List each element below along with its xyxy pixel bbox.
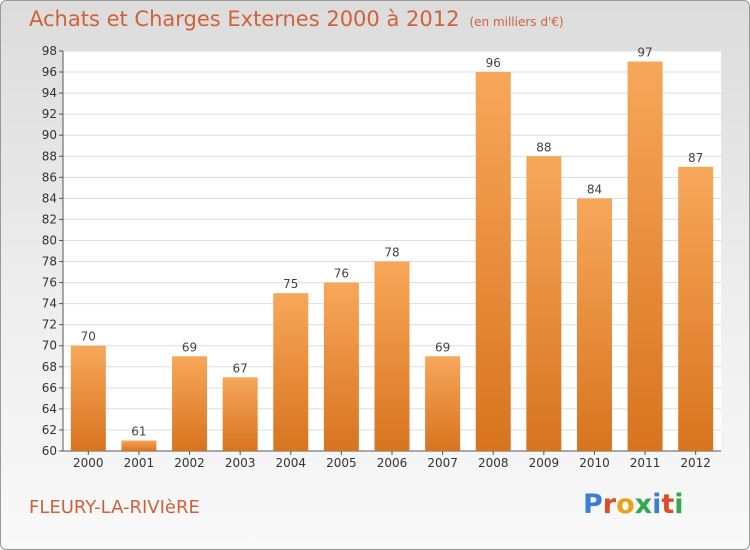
bar-2012: [678, 166, 714, 451]
y-tick-label: 80: [42, 233, 57, 247]
x-tick-label-2006: 2006: [377, 456, 408, 470]
value-label-2012: 87: [688, 151, 703, 165]
logo-letter: o: [616, 489, 635, 520]
y-tick-label: 82: [42, 212, 57, 226]
proxiti-logo: Proxiti: [583, 489, 684, 520]
x-tick-label-2009: 2009: [529, 456, 560, 470]
bar-2005: [323, 282, 359, 451]
value-label-2004: 75: [283, 277, 298, 291]
chart-title: Achats et Charges Externes 2000 à 2012: [29, 7, 460, 31]
y-tick-label: 64: [42, 402, 57, 416]
y-tick-label: 60: [42, 444, 57, 458]
x-tick-label-2011: 2011: [630, 456, 661, 470]
x-tick-label-2002: 2002: [174, 456, 205, 470]
y-tick-label: 68: [42, 360, 57, 374]
y-tick-label: 76: [42, 276, 57, 290]
x-tick-label-2005: 2005: [326, 456, 357, 470]
value-label-2003: 67: [233, 361, 248, 375]
value-label-2009: 88: [536, 140, 551, 154]
location-name: FLEURY-LA-RIVIèRE: [29, 497, 200, 518]
chart-title-block: Achats et Charges Externes 2000 à 2012 (e…: [29, 7, 564, 31]
logo-letter: r: [602, 489, 617, 520]
bar-2008: [475, 72, 511, 451]
y-tick-label: 88: [42, 149, 57, 163]
y-tick-label: 78: [42, 255, 57, 269]
logo-letter: t: [661, 489, 675, 520]
bar-2000: [70, 345, 106, 451]
chart-subtitle: (en milliers d'€): [469, 15, 564, 29]
value-label-2008: 96: [486, 56, 501, 70]
y-tick-label: 72: [42, 318, 57, 332]
value-label-2010: 84: [587, 182, 602, 196]
bar-2010: [576, 198, 612, 451]
x-tick-label-2012: 2012: [680, 456, 711, 470]
bar-2011: [627, 61, 663, 452]
bar-2003: [222, 377, 258, 451]
x-tick-label-2010: 2010: [579, 456, 610, 470]
y-tick-label: 92: [42, 107, 57, 121]
logo-letter: i: [674, 489, 684, 520]
bar-2001: [121, 440, 157, 451]
x-tick-label-2000: 2000: [73, 456, 104, 470]
value-label-2007: 69: [435, 340, 450, 354]
bar-2006: [374, 261, 410, 451]
value-label-2011: 97: [637, 46, 652, 60]
y-tick-label: 74: [42, 297, 57, 311]
y-tick-label: 90: [42, 128, 57, 142]
y-tick-label: 94: [42, 86, 57, 100]
bar-2007: [425, 356, 461, 451]
logo-letter: P: [583, 489, 603, 520]
x-tick-label-2003: 2003: [225, 456, 256, 470]
x-tick-label-2004: 2004: [275, 456, 306, 470]
bar-2009: [526, 156, 562, 451]
x-tick-label-2008: 2008: [478, 456, 509, 470]
logo-letter: i: [652, 489, 662, 520]
x-tick-label-2007: 2007: [427, 456, 458, 470]
x-tick-label-2001: 2001: [124, 456, 155, 470]
value-label-2002: 69: [182, 340, 197, 354]
value-label-2000: 70: [81, 330, 96, 344]
y-tick-label: 62: [42, 423, 57, 437]
bar-2004: [273, 293, 309, 451]
y-tick-label: 98: [42, 44, 57, 58]
y-tick-label: 96: [42, 65, 57, 79]
bar-2002: [172, 356, 208, 451]
y-tick-label: 86: [42, 170, 57, 184]
y-tick-label: 84: [42, 191, 57, 205]
logo-letter: x: [634, 489, 653, 520]
value-label-2001: 61: [131, 424, 146, 438]
y-tick-label: 70: [42, 339, 57, 353]
y-tick-label: 66: [42, 381, 57, 395]
value-label-2006: 78: [384, 246, 399, 260]
value-label-2005: 76: [334, 267, 349, 281]
